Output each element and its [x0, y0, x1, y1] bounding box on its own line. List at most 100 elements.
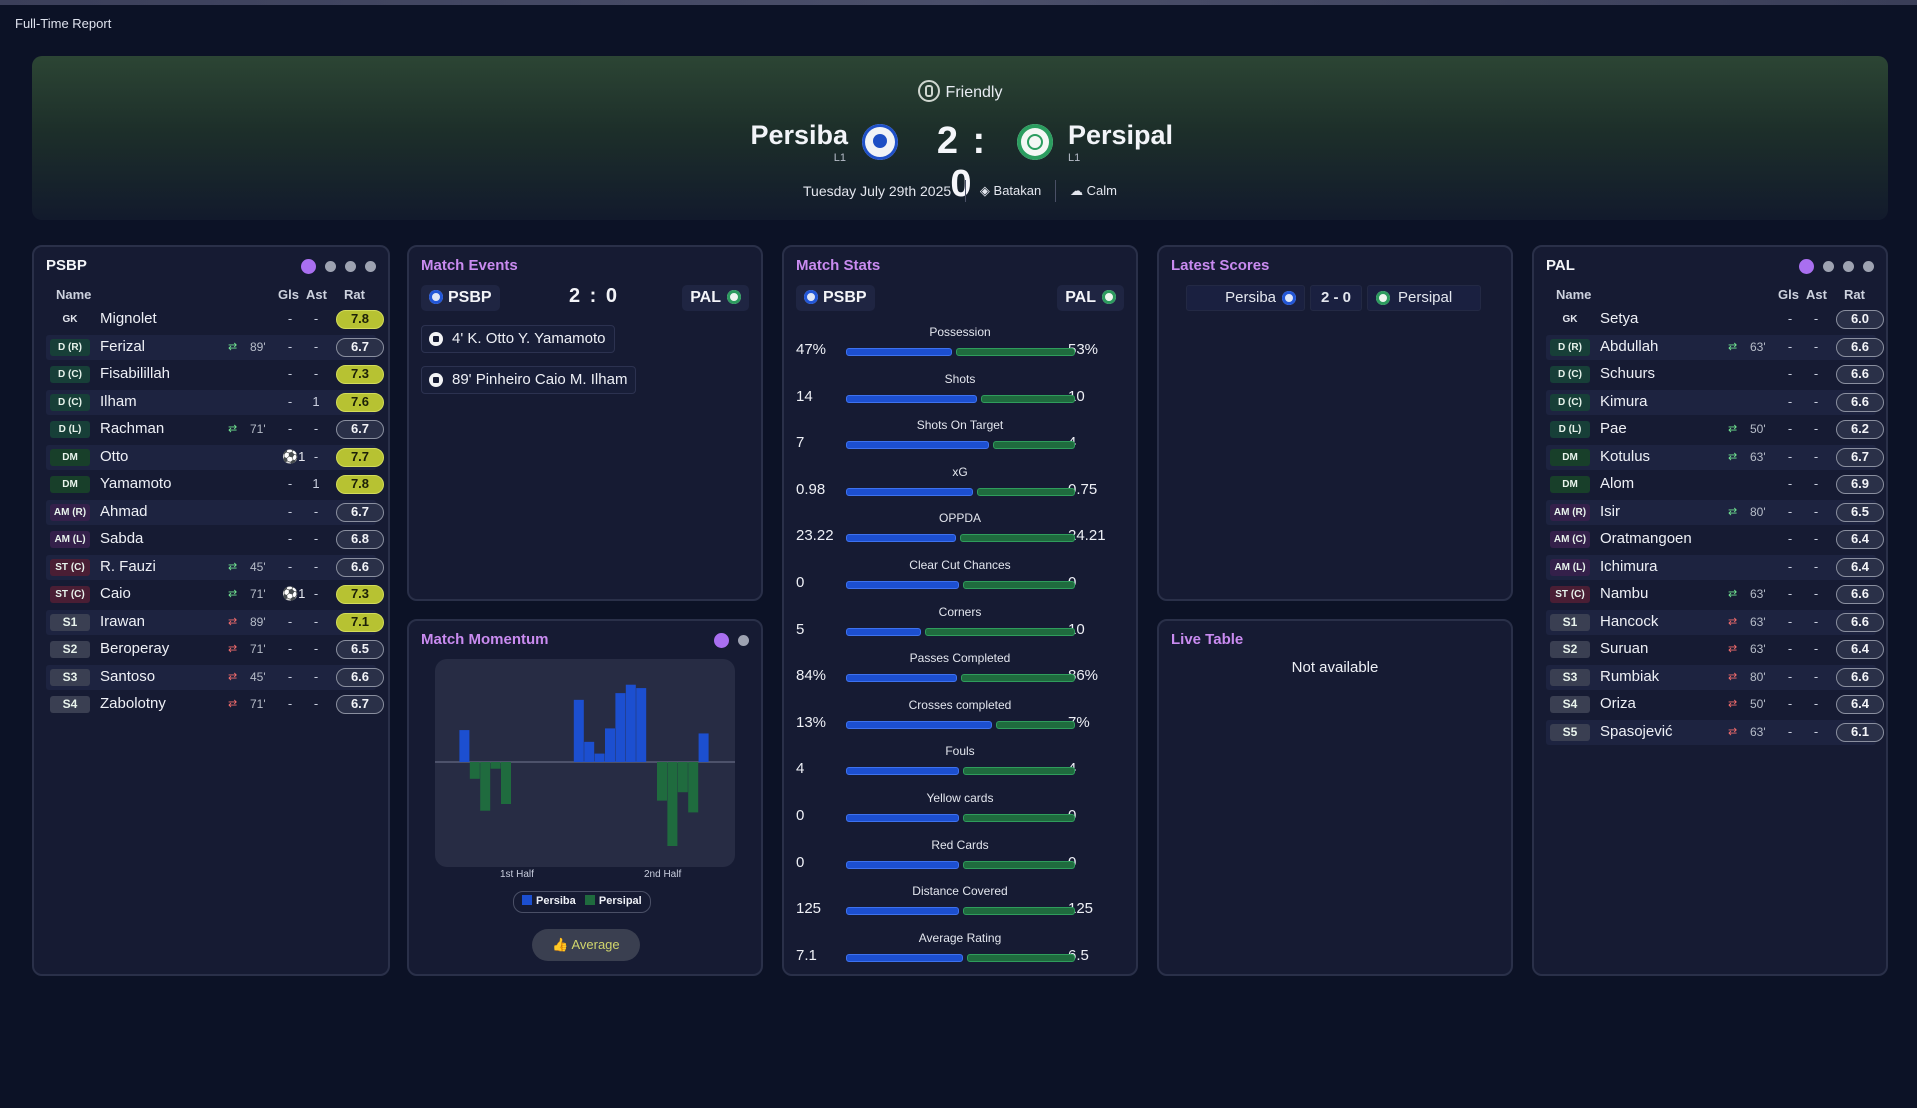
player-row[interactable]: GK Mignolet - - 7.8 [46, 307, 384, 332]
player-row[interactable]: DM Yamamoto - 1 7.8 [46, 472, 384, 497]
home-team[interactable]: Persiba L1 [750, 120, 848, 164]
momentum-bar-home [615, 693, 626, 762]
player-row[interactable]: S3 Rumbiak ⇄ 80' - - 6.6 [1546, 664, 1884, 690]
player-name[interactable]: Rumbiak [1600, 667, 1660, 685]
player-row[interactable]: AM (L) Sabda - - 6.8 [46, 527, 384, 552]
rating-badge: 6.8 [336, 530, 384, 549]
player-row[interactable]: D (C) Schuurs - - 6.6 [1546, 362, 1884, 387]
col-ast[interactable]: Ast [1806, 287, 1827, 302]
player-name[interactable]: Fisabilillah [100, 365, 171, 382]
player-row[interactable]: AM (R) Isir ⇄ 80' - - 6.5 [1546, 499, 1884, 525]
player-name[interactable]: Irawan [100, 612, 146, 630]
player-name[interactable]: Abdullah [1600, 337, 1659, 355]
momentum-dot-2[interactable] [738, 635, 749, 646]
player-name[interactable]: R. Fauzi [100, 557, 156, 575]
away-crest-icon[interactable] [1017, 124, 1053, 160]
player-row[interactable]: ST (C) Caio ⇄ 71' ⚽1- 7.3 [46, 582, 384, 607]
player-row[interactable]: ST (C) Nambu ⇄ 63' - - 6.6 [1546, 582, 1884, 607]
col-gls[interactable]: Gls [1778, 287, 1799, 302]
view-dot-2[interactable] [325, 261, 336, 272]
view-dot-3[interactable] [345, 261, 356, 272]
player-name[interactable]: Kimura [1600, 392, 1648, 410]
player-name[interactable]: Yamamoto [100, 475, 172, 492]
player-row[interactable]: AM (C) Oratmangoen - - 6.4 [1546, 527, 1884, 552]
view-dot-2[interactable] [1823, 261, 1834, 272]
player-name[interactable]: Caio [100, 585, 131, 602]
player-row[interactable]: D (C) Kimura - - 6.6 [1546, 389, 1884, 415]
player-row[interactable]: D (R) Abdullah ⇄ 63' - - 6.6 [1546, 334, 1884, 360]
player-name[interactable]: Alom [1600, 475, 1635, 492]
player-name[interactable]: Beroperay [100, 640, 170, 657]
player-row[interactable]: D (L) Pae ⇄ 50' - - 6.2 [1546, 417, 1884, 442]
player-name[interactable]: Spasojević [1600, 722, 1673, 740]
col-name[interactable]: Name [56, 287, 92, 302]
player-row[interactable]: D (R) Ferizal ⇄ 89' - - 6.7 [46, 334, 384, 360]
position-badge: AM (L) [50, 531, 90, 548]
player-name[interactable]: Nambu [1600, 585, 1649, 602]
player-row[interactable]: DM Kotulus ⇄ 63' - - 6.7 [1546, 444, 1884, 470]
player-name[interactable]: Rachman [100, 420, 165, 437]
stadium[interactable]: ◈ Batakan [980, 183, 1041, 199]
player-row[interactable]: S4 Zabolotny ⇄ 71' - - 6.7 [46, 692, 384, 717]
view-dot-4[interactable] [1863, 261, 1874, 272]
player-row[interactable]: DM Otto ⚽1- 7.7 [46, 444, 384, 470]
col-ast[interactable]: Ast [306, 287, 327, 302]
col-gls[interactable]: Gls [278, 287, 299, 302]
player-row[interactable]: D (C) Ilham - 1 7.6 [46, 389, 384, 415]
view-dot-4[interactable] [365, 261, 376, 272]
player-name[interactable]: Isir [1600, 502, 1620, 520]
stats-home-chip[interactable]: PSBP [796, 285, 875, 311]
player-name[interactable]: Ichimura [1600, 557, 1658, 575]
player-row[interactable]: AM (L) Ichimura - - 6.4 [1546, 554, 1884, 580]
player-name[interactable]: Sabda [100, 530, 144, 547]
col-name[interactable]: Name [1556, 287, 1592, 302]
player-name[interactable]: Schuurs [1600, 365, 1656, 382]
player-row[interactable]: S2 Suruan ⇄ 63' - - 6.4 [1546, 637, 1884, 662]
player-name[interactable]: Hancock [1600, 612, 1659, 630]
player-row[interactable]: AM (R) Ahmad - - 6.7 [46, 499, 384, 525]
away-team[interactable]: Persipal L1 [1068, 120, 1173, 164]
view-dot-1[interactable] [301, 259, 316, 274]
home-crest-icon[interactable] [862, 124, 898, 160]
player-name[interactable]: Otto [100, 447, 129, 465]
player-row[interactable]: S3 Santoso ⇄ 45' - - 6.6 [46, 664, 384, 690]
player-name[interactable]: Kotulus [1600, 447, 1651, 465]
player-name[interactable]: Pae [1600, 420, 1627, 437]
event-item[interactable]: 4' K. Otto Y. Yamamoto [421, 325, 615, 353]
player-row[interactable]: DM Alom - - 6.9 [1546, 472, 1884, 497]
player-name[interactable]: Mignolet [100, 310, 157, 327]
momentum-dot-1[interactable] [714, 633, 729, 648]
stat-away-bar [963, 907, 1075, 916]
player-row[interactable]: S2 Beroperay ⇄ 71' - - 6.5 [46, 637, 384, 662]
events-home-chip[interactable]: PSBP [421, 285, 500, 311]
player-row[interactable]: S1 Irawan ⇄ 89' - - 7.1 [46, 609, 384, 635]
event-item[interactable]: 89' Pinheiro Caio M. Ilham [421, 366, 637, 394]
stat-away-bar [963, 767, 1075, 776]
competition-label[interactable]: Friendly [32, 80, 1888, 104]
player-name[interactable]: Ilham [100, 392, 137, 410]
player-name[interactable]: Setya [1600, 310, 1639, 327]
player-row[interactable]: S5 Spasojević ⇄ 63' - - 6.1 [1546, 719, 1884, 745]
col-rat[interactable]: Rat [1844, 287, 1865, 302]
view-dot-1[interactable] [1799, 259, 1814, 274]
player-name[interactable]: Zabolotny [100, 695, 166, 712]
player-row[interactable]: GK Setya - - 6.0 [1546, 307, 1884, 332]
view-dot-3[interactable] [1843, 261, 1854, 272]
events-away-chip[interactable]: PAL [682, 285, 749, 311]
stats-away-chip[interactable]: PAL [1057, 285, 1124, 311]
player-name[interactable]: Ferizal [100, 337, 146, 355]
player-name[interactable]: Suruan [1600, 640, 1649, 657]
player-row[interactable]: D (C) Fisabilillah - - 7.3 [46, 362, 384, 387]
player-name[interactable]: Santoso [100, 667, 156, 685]
player-row[interactable]: ST (C) R. Fauzi ⇄ 45' - - 6.6 [46, 554, 384, 580]
player-name[interactable]: Oriza [1600, 695, 1636, 712]
player-row[interactable]: S1 Hancock ⇄ 63' - - 6.6 [1546, 609, 1884, 635]
player-name[interactable]: Oratmangoen [1600, 530, 1692, 547]
player-row[interactable]: D (L) Rachman ⇄ 71' - - 6.7 [46, 417, 384, 442]
average-rating-button[interactable]: 👍 Average [532, 929, 640, 961]
stat-home-value: 13% [796, 713, 827, 731]
player-row[interactable]: S4 Oriza ⇄ 50' - - 6.4 [1546, 692, 1884, 717]
col-rat[interactable]: Rat [344, 287, 365, 302]
stat-home-bar [846, 674, 957, 683]
player-name[interactable]: Ahmad [100, 502, 148, 520]
